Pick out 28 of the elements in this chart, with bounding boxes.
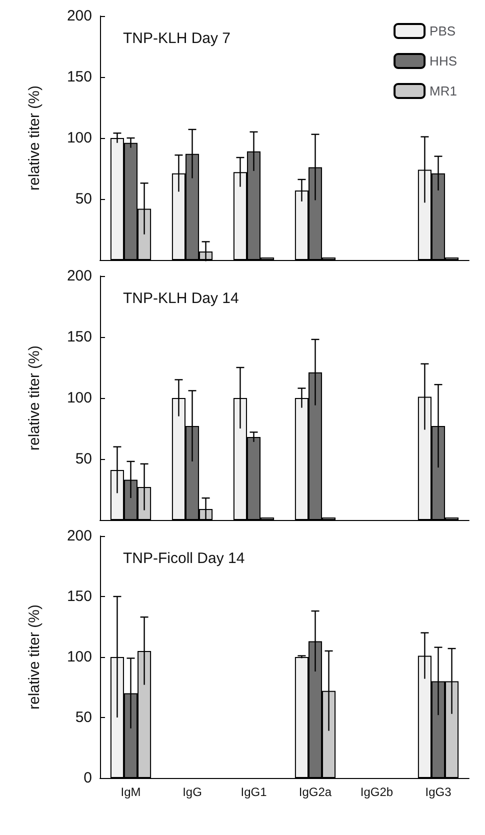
x-tick-label: IgG1 — [240, 785, 268, 799]
x-tick-label: IgG2b — [360, 785, 394, 799]
y-tick-label: 150 — [66, 328, 92, 346]
text: TNP-KLH Day 7 — [123, 30, 231, 47]
y-tick-label: 100 — [66, 648, 92, 666]
legend-label: MR1 — [430, 84, 458, 98]
y-tick-label: 50 — [75, 709, 92, 726]
text: TNP-Ficoll Day 14 — [123, 550, 245, 567]
x-tick-label: IgG3 — [425, 785, 452, 799]
y-tick-label: 200 — [66, 528, 92, 544]
y-tick-label: 150 — [66, 68, 92, 86]
x-tick-label: IgG2a — [298, 785, 332, 799]
y-tick-label: 200 — [66, 8, 92, 24]
legend-label: PBS — [430, 24, 456, 38]
x-tick-label: IgM — [120, 785, 141, 799]
y-tick-label: 0 — [84, 770, 92, 786]
text: TNP-KLH Day 14 — [123, 290, 239, 307]
y-axis-title: relative titer (%) — [26, 604, 43, 710]
y-tick-label: 50 — [75, 190, 92, 208]
y-axis-title: relative titer (%) — [26, 85, 43, 191]
y-tick-label: 100 — [66, 390, 92, 406]
y-tick-label: 50 — [75, 450, 92, 468]
y-tick-label: 150 — [66, 588, 92, 605]
legend-label: HHS — [430, 54, 458, 68]
x-tick-label: IgG — [182, 785, 202, 799]
y-axis-title: relative titer (%) — [26, 345, 43, 451]
y-tick-label: 100 — [66, 130, 92, 146]
y-tick-label: 200 — [66, 268, 92, 284]
